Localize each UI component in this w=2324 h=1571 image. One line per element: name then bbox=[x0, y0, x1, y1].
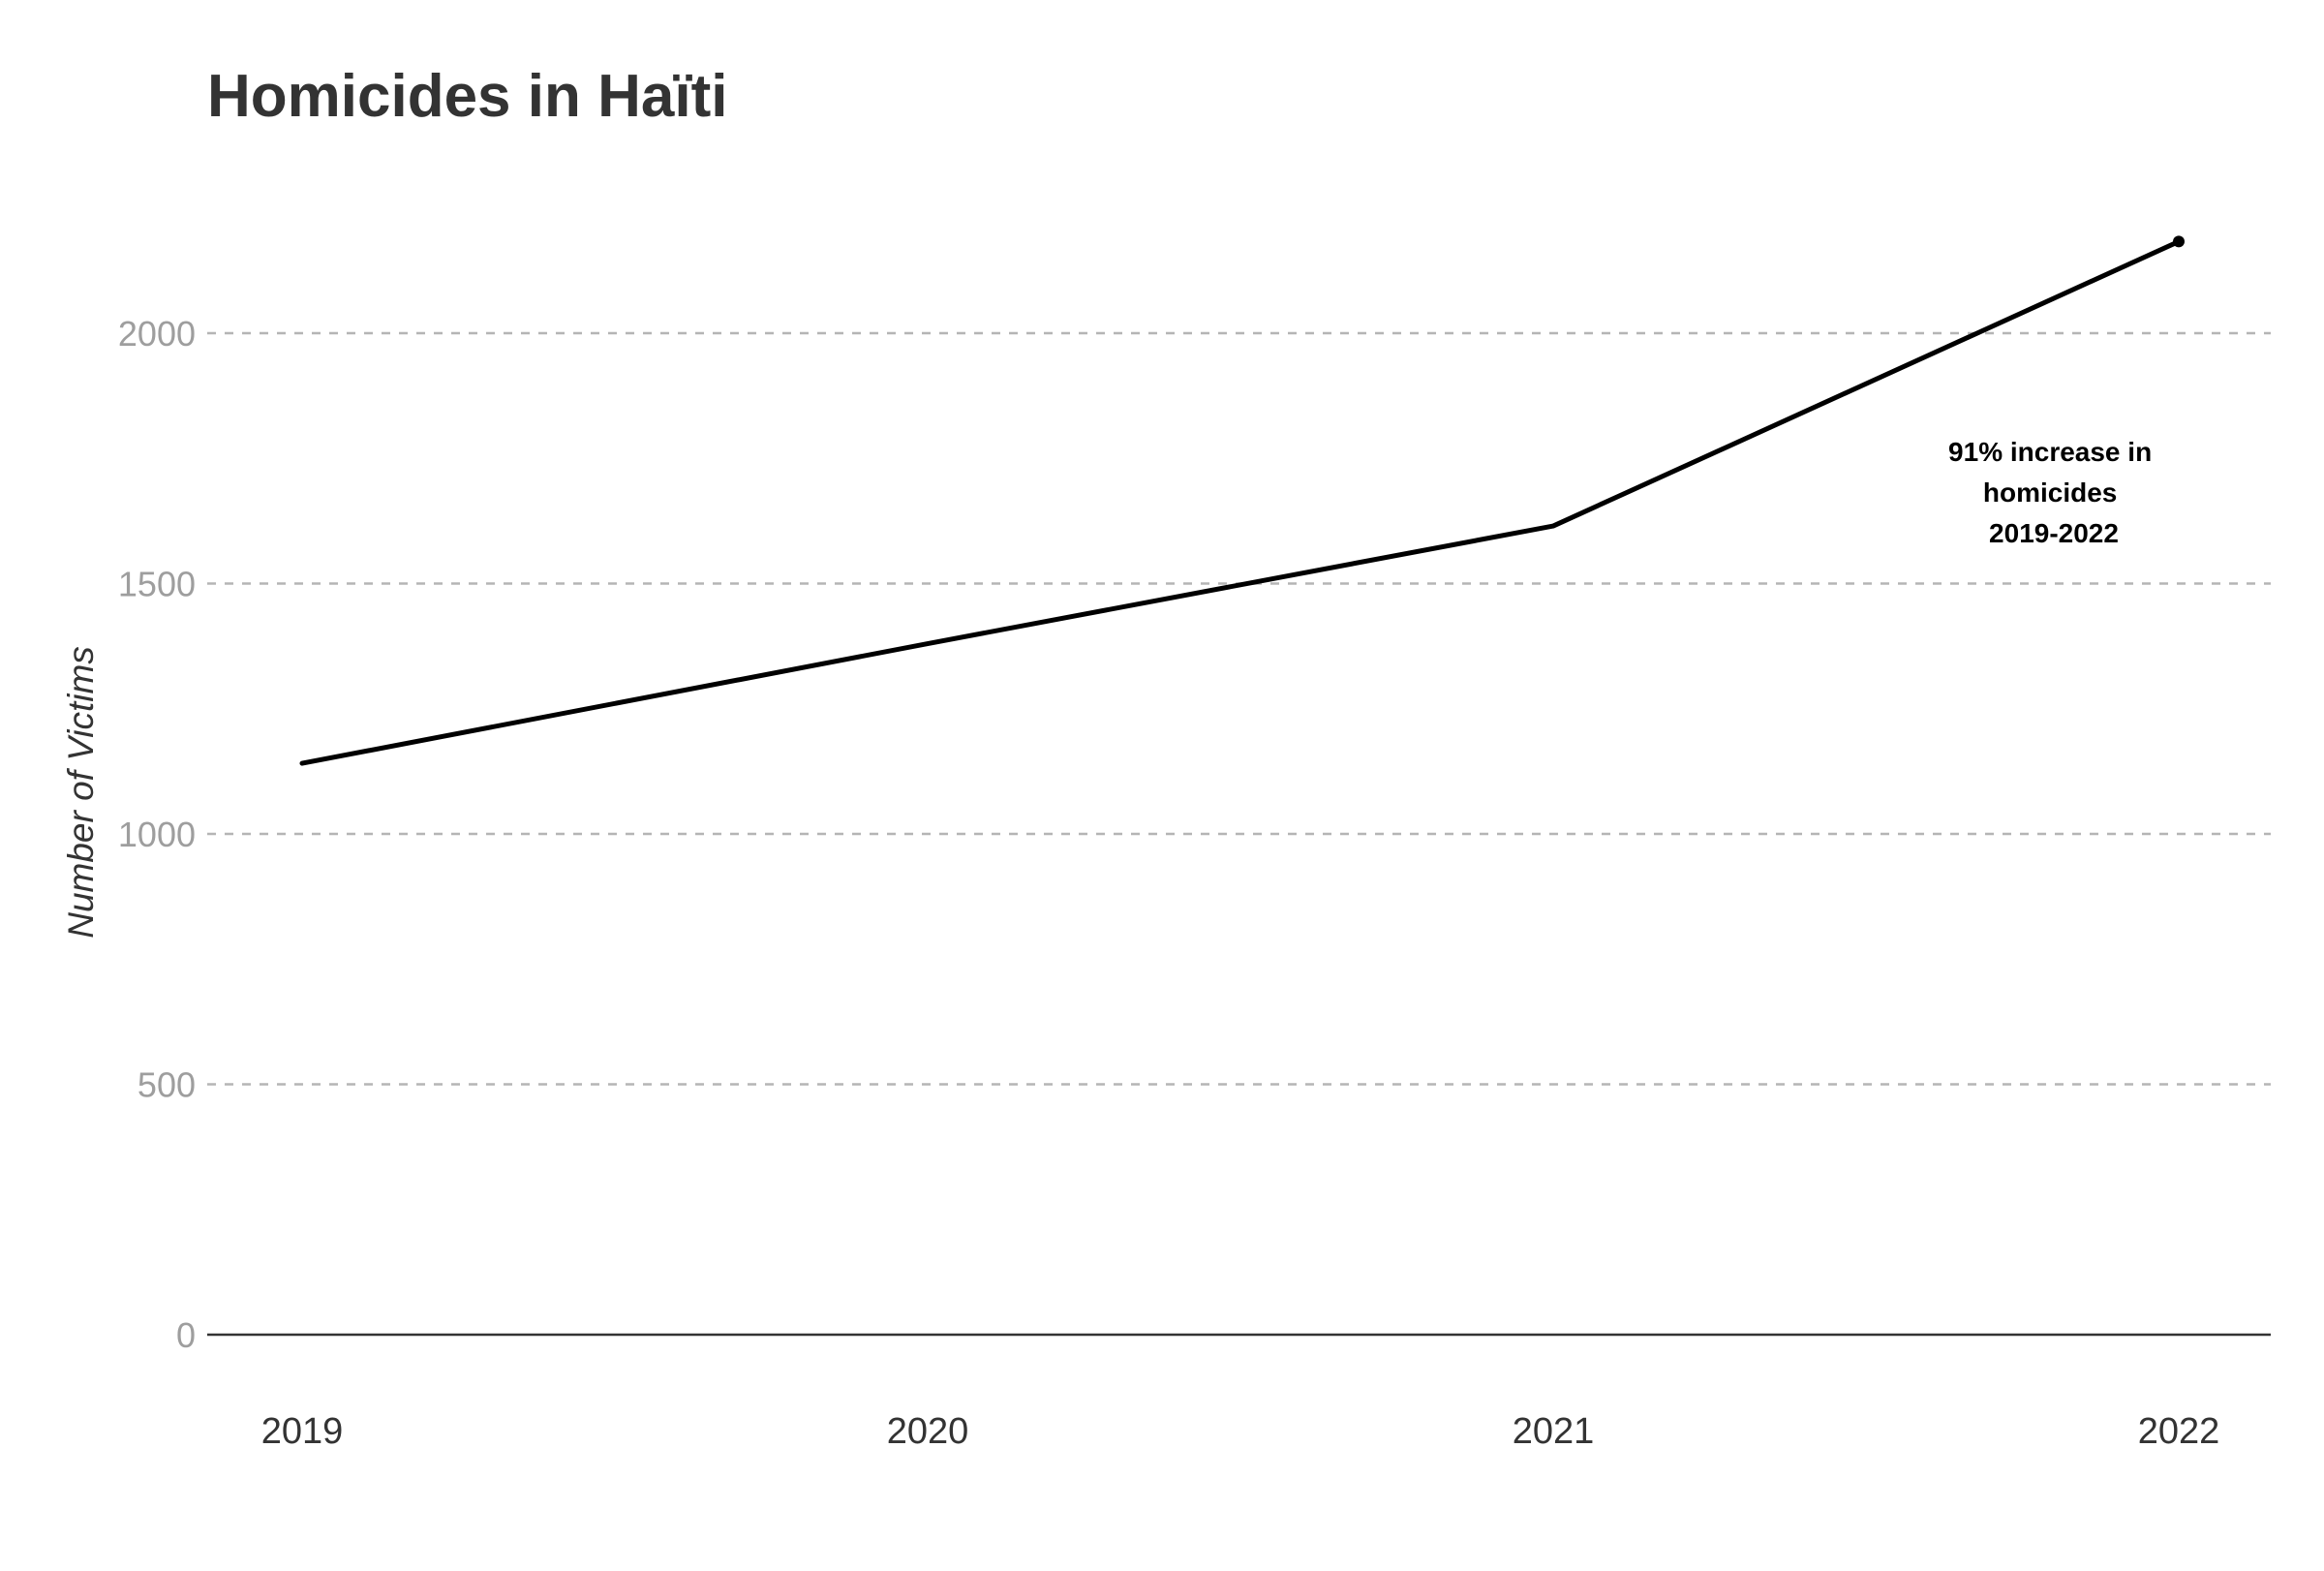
annotation-line: 2019-2022 bbox=[1989, 518, 2119, 548]
x-tick-labels: 2019 2020 2021 2022 bbox=[261, 1411, 2220, 1452]
annotation-line: 91% increase in bbox=[1948, 437, 2152, 467]
chart-title: Homicides in Haïti bbox=[207, 63, 727, 130]
y-tick-label: 1500 bbox=[118, 565, 196, 604]
y-tick-label: 0 bbox=[176, 1315, 196, 1355]
annotation: 91% increase in homicides 2019-2022 bbox=[1948, 437, 2159, 548]
x-tick-label: 2021 bbox=[1513, 1411, 1595, 1452]
series-group bbox=[299, 235, 2185, 766]
series-line bbox=[299, 238, 2182, 766]
y-tick-label: 500 bbox=[138, 1065, 196, 1105]
x-tick-label: 2019 bbox=[261, 1411, 344, 1452]
y-tick-label: 1000 bbox=[118, 815, 196, 854]
data-point-end bbox=[2173, 235, 2185, 248]
x-tick-label: 2020 bbox=[887, 1411, 969, 1452]
y-tick-label: 2000 bbox=[118, 314, 196, 354]
x-tick-label: 2022 bbox=[2138, 1411, 2220, 1452]
y-axis-label: Number of Victims bbox=[61, 646, 101, 939]
annotation-line: homicides bbox=[1983, 477, 2117, 508]
y-tick-labels: 0 500 1000 1500 2000 bbox=[118, 314, 196, 1355]
